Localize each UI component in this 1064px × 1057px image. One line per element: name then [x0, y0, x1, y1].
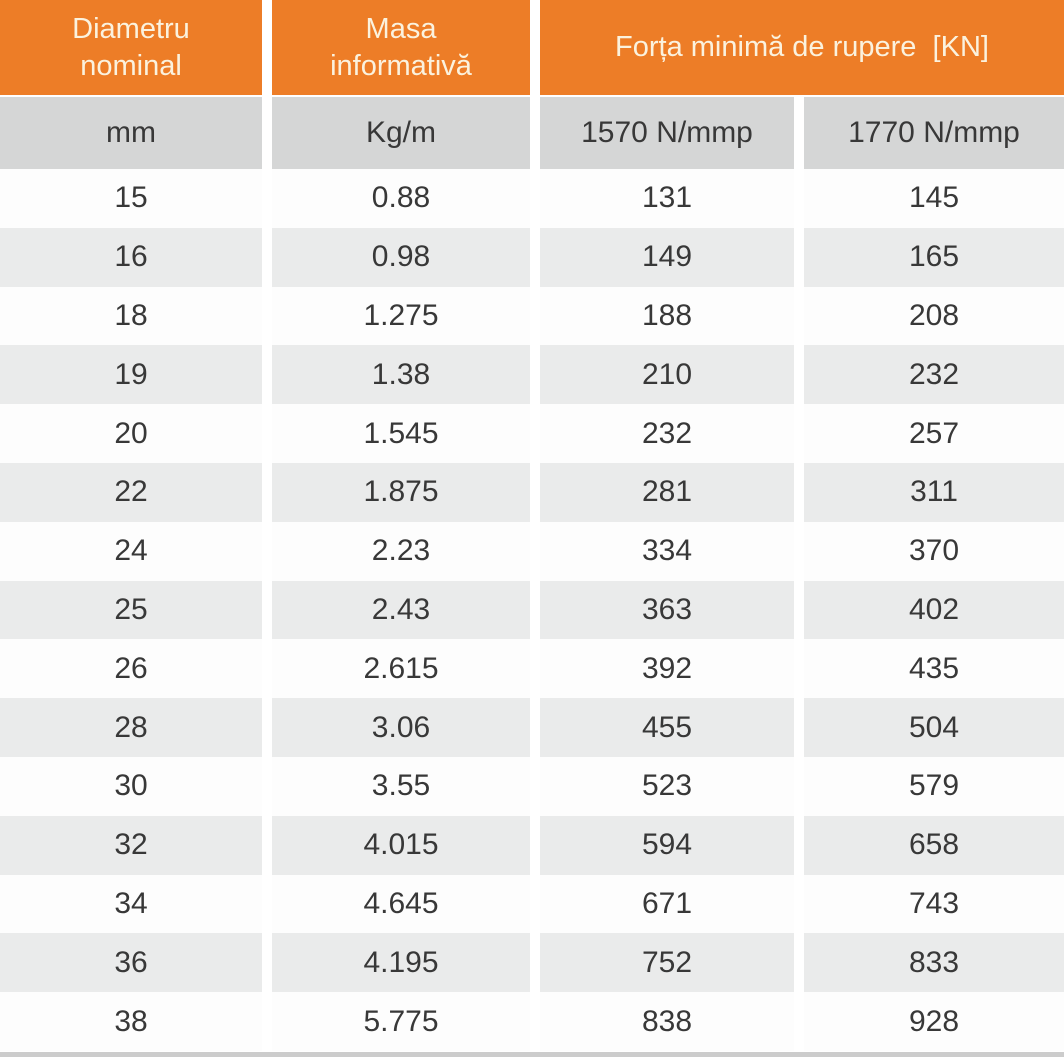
- table-cell: 18: [0, 286, 262, 346]
- table-cell: 165: [804, 227, 1064, 287]
- table-cell: 752: [540, 933, 794, 993]
- table-cell: 131: [540, 169, 794, 228]
- table-cell: 3.06: [272, 698, 530, 757]
- table-cell: 2.43: [272, 580, 530, 640]
- table-cell: 579: [804, 756, 1064, 816]
- table-cell: 1.38: [272, 345, 530, 405]
- table-cell: 4.015: [272, 815, 530, 875]
- subheader-cell-kgm: Kg/m: [272, 97, 530, 169]
- table-cell: 208: [804, 286, 1064, 346]
- subheader-cell-1570: 1570 N/mmp: [540, 97, 794, 169]
- table-cell: 363: [540, 580, 794, 640]
- table-cell: 2.23: [272, 521, 530, 581]
- table-cell: 838: [540, 992, 794, 1051]
- table-cell: 25: [0, 580, 262, 640]
- table-cell: 658: [804, 815, 1064, 875]
- bottom-border: [0, 1052, 1064, 1057]
- table-cell: 281: [540, 462, 794, 522]
- table-cell: 38: [0, 992, 262, 1051]
- table-cell: 0.98: [272, 227, 530, 287]
- table-cell: 4.195: [272, 933, 530, 993]
- table-cell: 15: [0, 169, 262, 228]
- table-cell: 24: [0, 521, 262, 581]
- table-cell: 34: [0, 874, 262, 934]
- table-cell: 435: [804, 639, 1064, 699]
- table-cell: 22: [0, 462, 262, 522]
- table-cell: 188: [540, 286, 794, 346]
- table-cell: 36: [0, 933, 262, 993]
- table-cell: 4.645: [272, 874, 530, 934]
- table-cell: 232: [804, 345, 1064, 405]
- table-cell: 145: [804, 169, 1064, 228]
- table-cell: 334: [540, 521, 794, 581]
- subheader-cell-mm: mm: [0, 97, 262, 169]
- table-cell: 5.775: [272, 992, 530, 1051]
- table-cell: 32: [0, 815, 262, 875]
- table-cell: 833: [804, 933, 1064, 993]
- table-cell: 30: [0, 756, 262, 816]
- table-cell: 1.545: [272, 404, 530, 463]
- table-cell: 455: [540, 698, 794, 757]
- table-cell: 392: [540, 639, 794, 699]
- table-cell: 28: [0, 698, 262, 757]
- table-cell: 0.88: [272, 169, 530, 228]
- table-cell: 19: [0, 345, 262, 405]
- table-cell: 1.275: [272, 286, 530, 346]
- table-cell: 370: [804, 521, 1064, 581]
- table-cell: 20: [0, 404, 262, 463]
- table-cell: 743: [804, 874, 1064, 934]
- table-cell: 3.55: [272, 756, 530, 816]
- table-cell: 311: [804, 462, 1064, 522]
- table-cell: 2.615: [272, 639, 530, 699]
- table-cell: 16: [0, 227, 262, 287]
- table-cell: 1.875: [272, 462, 530, 522]
- table-cell: 504: [804, 698, 1064, 757]
- header-cell-diametru-nominal: Diametru nominal: [0, 0, 262, 95]
- subheader-cell-1770: 1770 N/mmp: [804, 97, 1064, 169]
- table-cell: 523: [540, 756, 794, 816]
- table-cell: 149: [540, 227, 794, 287]
- header-cell-forta-minima: Forța minimă de rupere [KN]: [540, 0, 1064, 95]
- table-cell: 928: [804, 992, 1064, 1051]
- table-cell: 26: [0, 639, 262, 699]
- table-cell: 257: [804, 404, 1064, 463]
- table-cell: 232: [540, 404, 794, 463]
- table-cell: 402: [804, 580, 1064, 640]
- header-cell-masa-informativa: Masa informativă: [272, 0, 530, 95]
- table-cell: 671: [540, 874, 794, 934]
- table-cell: 594: [540, 815, 794, 875]
- table-cell: 210: [540, 345, 794, 405]
